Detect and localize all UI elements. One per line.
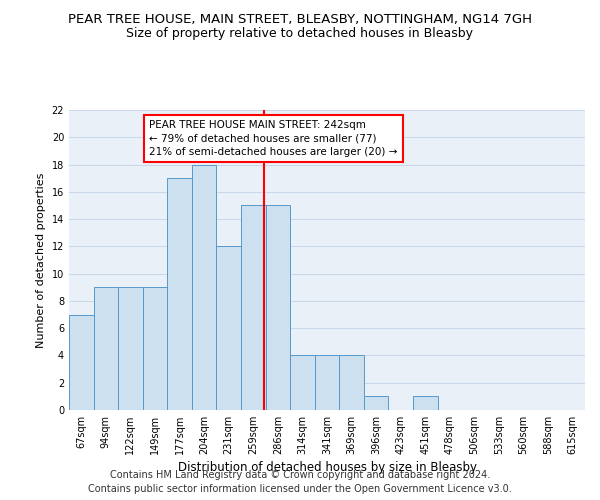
- Bar: [290, 356, 315, 410]
- Bar: [192, 164, 217, 410]
- Bar: [69, 314, 94, 410]
- Bar: [94, 288, 118, 410]
- Bar: [217, 246, 241, 410]
- Bar: [364, 396, 388, 410]
- Text: Size of property relative to detached houses in Bleasby: Size of property relative to detached ho…: [127, 28, 473, 40]
- Bar: [339, 356, 364, 410]
- X-axis label: Distribution of detached houses by size in Bleasby: Distribution of detached houses by size …: [178, 461, 476, 474]
- Bar: [241, 206, 266, 410]
- Bar: [118, 288, 143, 410]
- Text: PEAR TREE HOUSE MAIN STREET: 242sqm
← 79% of detached houses are smaller (77)
21: PEAR TREE HOUSE MAIN STREET: 242sqm ← 79…: [149, 120, 397, 157]
- Y-axis label: Number of detached properties: Number of detached properties: [36, 172, 46, 348]
- Bar: [167, 178, 192, 410]
- Bar: [266, 206, 290, 410]
- Text: Contains HM Land Registry data © Crown copyright and database right 2024.
Contai: Contains HM Land Registry data © Crown c…: [88, 470, 512, 494]
- Bar: [413, 396, 437, 410]
- Text: PEAR TREE HOUSE, MAIN STREET, BLEASBY, NOTTINGHAM, NG14 7GH: PEAR TREE HOUSE, MAIN STREET, BLEASBY, N…: [68, 12, 532, 26]
- Bar: [315, 356, 339, 410]
- Bar: [143, 288, 167, 410]
